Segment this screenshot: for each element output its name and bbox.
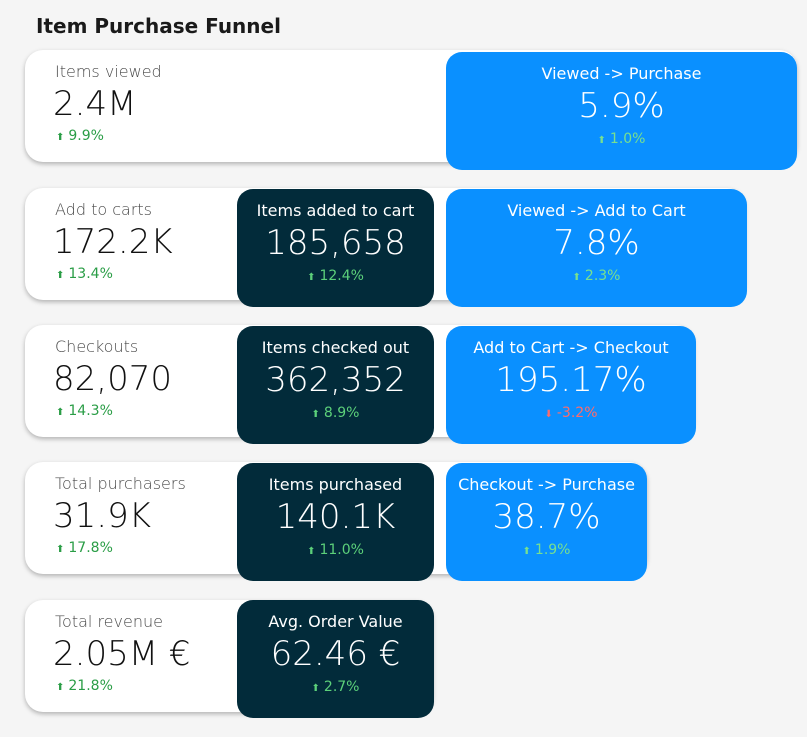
arrow-up-icon: ⬆ [56, 270, 65, 281]
metric-delta: ⬆ 14.3% [56, 403, 113, 419]
items-delta: ⬆ 11.0% [307, 542, 364, 558]
conversion-value: 38.7% [492, 497, 601, 537]
conversion-label: Viewed -> Add to Cart [507, 201, 686, 220]
arrow-up-icon: ⬆ [56, 132, 65, 143]
metric-value: 82,070 [53, 359, 172, 399]
items-delta: ⬆ 2.7% [311, 679, 360, 695]
metric-delta: ⬆ 9.9% [56, 128, 104, 144]
metric-value: 2.05M € [53, 634, 191, 674]
conversion-delta: ⬆ 2.3% [572, 268, 621, 284]
metric-delta: ⬆ 21.8% [56, 678, 113, 694]
conversion-value: 195.17% [495, 360, 647, 400]
items-delta: ⬆ 12.4% [307, 268, 364, 284]
items-card-checked-out[interactable]: Items checked out 362,352 ⬆ 8.9% [237, 326, 434, 444]
conversion-card-viewed-purchase[interactable]: Viewed -> Purchase 5.9% ⬆ 1.0% [446, 52, 797, 170]
metric-label: Total revenue [55, 612, 163, 631]
conversion-delta: ⬇ -3.2% [544, 405, 598, 421]
items-delta: ⬆ 8.9% [311, 405, 360, 421]
items-value: 62.46 € [270, 634, 401, 674]
conversion-delta: ⬆ 1.9% [522, 542, 571, 558]
conversion-value: 5.9% [578, 86, 665, 126]
items-label: Items added to cart [256, 201, 415, 220]
conversion-label: Checkout -> Purchase [458, 475, 635, 494]
items-value: 185,658 [265, 223, 406, 263]
metric-value: 31.9K [53, 496, 151, 536]
conversion-delta: ⬆ 1.0% [597, 131, 646, 147]
metric-delta: ⬆ 17.8% [56, 540, 113, 556]
arrow-up-icon: ⬆ [311, 683, 320, 694]
items-label: Items purchased [268, 475, 403, 494]
arrow-up-icon: ⬆ [522, 546, 531, 557]
arrow-up-icon: ⬆ [56, 544, 65, 555]
arrow-up-icon: ⬆ [307, 546, 316, 557]
arrow-up-icon: ⬆ [572, 272, 581, 283]
conversion-card-checkout-purchase[interactable]: Checkout -> Purchase 38.7% ⬆ 1.9% [446, 463, 647, 581]
metric-label: Items viewed [55, 62, 162, 81]
metric-value: 2.4M [53, 84, 137, 124]
arrow-up-icon: ⬆ [307, 272, 316, 283]
page-title: Item Purchase Funnel [36, 14, 281, 38]
metric-label: Total purchasers [55, 474, 186, 493]
items-label: Avg. Order Value [268, 612, 403, 631]
metric-delta: ⬆ 13.4% [56, 266, 113, 282]
conversion-card-cart-checkout[interactable]: Add to Cart -> Checkout 195.17% ⬇ -3.2% [446, 326, 696, 444]
items-label: Items checked out [261, 338, 410, 357]
arrow-up-icon: ⬆ [56, 682, 65, 693]
items-card-avg-order-value[interactable]: Avg. Order Value 62.46 € ⬆ 2.7% [237, 600, 434, 718]
conversion-label: Add to Cart -> Checkout [473, 338, 669, 357]
items-value: 140.1K [275, 497, 396, 537]
items-card-purchased[interactable]: Items purchased 140.1K ⬆ 11.0% [237, 463, 434, 581]
conversion-label: Viewed -> Purchase [541, 64, 702, 83]
metric-label: Checkouts [55, 337, 139, 356]
items-card-added-to-cart[interactable]: Items added to cart 185,658 ⬆ 12.4% [237, 189, 434, 307]
arrow-down-icon: ⬇ [544, 409, 553, 420]
conversion-value: 7.8% [553, 223, 640, 263]
metric-label: Add to carts [55, 200, 152, 219]
conversion-card-viewed-add-to-cart[interactable]: Viewed -> Add to Cart 7.8% ⬆ 2.3% [446, 189, 747, 307]
arrow-up-icon: ⬆ [56, 407, 65, 418]
metric-value: 172.2K [53, 222, 173, 262]
arrow-up-icon: ⬆ [597, 135, 606, 146]
items-value: 362,352 [265, 360, 406, 400]
arrow-up-icon: ⬆ [311, 409, 320, 420]
